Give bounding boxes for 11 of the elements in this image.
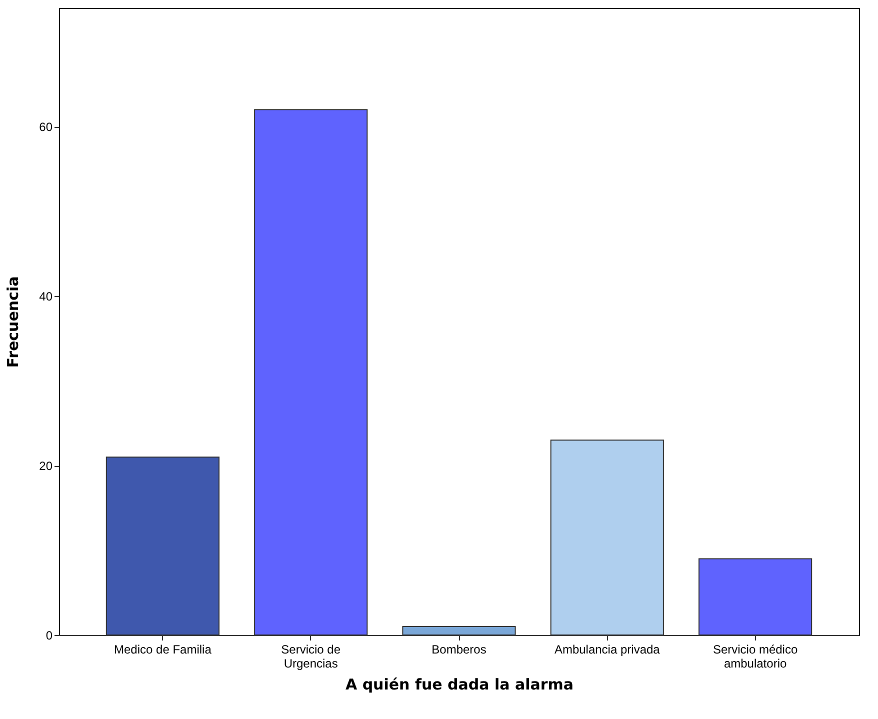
x-tick-label: Servicio médico ambulatorio xyxy=(712,642,798,670)
x-tick-label: Bomberos xyxy=(432,642,486,656)
y-tick-label: 40 xyxy=(39,290,53,304)
x-tick-label: Servicio de Urgencias xyxy=(281,642,341,670)
x-axis-title: A quién fue dada la alarma xyxy=(345,676,574,694)
y-tick-label: 20 xyxy=(39,459,53,474)
y-tick-label: 0 xyxy=(46,628,53,642)
x-tick-label: Medico de Familia xyxy=(114,642,212,656)
y-tick-label: 60 xyxy=(39,120,53,134)
y-axis-title: Frecuencia xyxy=(4,276,22,368)
x-tick-label: Ambulancia privada xyxy=(554,642,660,656)
